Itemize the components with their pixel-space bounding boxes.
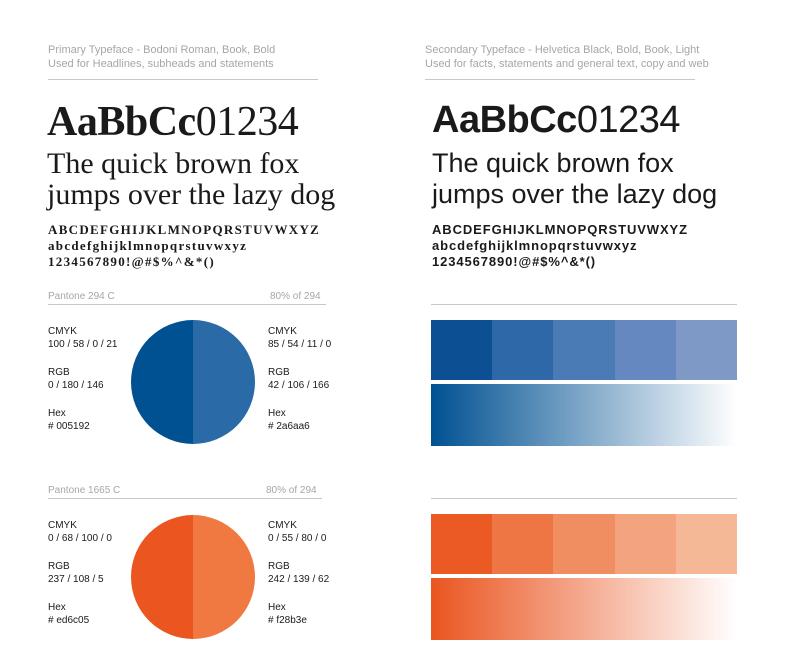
secondary-note-line1: Secondary Typeface - Helvetica Black, Bo…: [425, 44, 700, 56]
secondary-sample-light: 01234: [576, 99, 681, 141]
blue-pantone-label: Pantone 294 C: [48, 291, 115, 302]
orange-tint-hex-label: Hex: [268, 602, 286, 613]
blue-primary-specs: CMYK 100 / 58 / 0 / 21 RGB 0 / 180 / 146…: [48, 325, 118, 448]
primary-typeface-note: Primary Typeface - Bodoni Roman, Book, B…: [48, 43, 275, 71]
secondary-typeface-note: Secondary Typeface - Helvetica Black, Bo…: [425, 43, 709, 71]
secondary-pangram-line1: The quick brown fox: [432, 148, 674, 178]
blue-tint-cmyk: 85 / 54 / 11 / 0: [268, 339, 332, 350]
blue-divider: [48, 304, 326, 305]
tint-swatch-5: [675, 320, 738, 380]
blue-primary-rgb-label: RGB: [48, 367, 70, 378]
primary-uppercase: ABCDEFGHIJKLMNOPQRSTUVWXYZ: [48, 222, 321, 237]
orange-palette-divider: [431, 498, 737, 499]
secondary-pangram-line2: jumps over the lazy dog: [432, 179, 718, 209]
tint-swatch-4: [614, 514, 676, 574]
primary-sample-light: 01234: [195, 99, 299, 145]
orange-gradient-bar: [431, 578, 737, 640]
orange-tint-rgb: 242 / 139 / 62: [268, 574, 330, 585]
secondary-sample-bold: AaBbCc: [432, 99, 577, 141]
orange-primary-specs: CMYK 0 / 68 / 100 / 0 RGB 237 / 108 / 5 …: [48, 519, 112, 642]
tint-swatch-4: [614, 320, 676, 380]
primary-pangram-line1: The quick brown fox: [47, 147, 300, 180]
blue-primary-cmyk: 100 / 58 / 0 / 21: [48, 339, 118, 350]
primary-character-set: ABCDEFGHIJKLMNOPQRSTUVWXYZ abcdefghijklm…: [48, 222, 320, 270]
secondary-note-line2: Used for facts, statements and general t…: [425, 58, 709, 70]
blue-tint-specs: CMYK 85 / 54 / 11 / 0 RGB 42 / 106 / 166…: [268, 325, 331, 448]
tint-swatch-1: [431, 514, 493, 574]
blue-tint-half: [193, 320, 255, 444]
blue-primary-half: [131, 320, 193, 444]
secondary-uppercase: ABCDEFGHIJKLMNOPQRSTUVWXYZ: [432, 222, 688, 237]
tint-swatch-3: [553, 320, 615, 380]
blue-tint-label: 80% of 294: [270, 291, 321, 302]
primary-pangram: The quick brown fox jumps over the lazy …: [47, 148, 335, 210]
primary-note-line1: Primary Typeface - Bodoni Roman, Book, B…: [48, 44, 276, 56]
secondary-pangram: The quick brown fox jumps over the lazy …: [432, 148, 717, 210]
blue-tint-strip: [431, 320, 738, 380]
primary-pangram-line2: jumps over the lazy dog: [47, 178, 336, 211]
orange-primary-hex-label: Hex: [48, 602, 66, 613]
orange-primary-rgb: 237 / 108 / 5: [48, 574, 104, 585]
orange-primary-hex: # ed6c05: [48, 615, 90, 626]
blue-palette-divider: [431, 304, 737, 305]
blue-tint-rgb-label: RGB: [268, 367, 290, 378]
tint-swatch-5: [675, 514, 738, 574]
orange-tint-rgb-label: RGB: [268, 561, 290, 572]
orange-tint-specs: CMYK 0 / 55 / 80 / 0 RGB 242 / 139 / 62 …: [268, 519, 329, 642]
secondary-divider: [425, 79, 695, 80]
blue-tint-hex: # 2a6aa6: [268, 421, 310, 432]
tint-swatch-1: [431, 320, 493, 380]
orange-tint-label: 80% of 294: [266, 485, 317, 496]
primary-note-line2: Used for Headlines, subheads and stateme…: [48, 58, 274, 70]
secondary-lowercase: abcdefghijklmnopqrstuvwxyz: [432, 238, 638, 253]
tint-swatch-3: [553, 514, 615, 574]
blue-color-circle: [131, 320, 255, 444]
orange-tint-half: [193, 515, 255, 639]
primary-lowercase: abcdefghijklmnopqrstuvwxyz: [48, 238, 248, 253]
tint-swatch-2: [492, 320, 554, 380]
orange-primary-cmyk: 0 / 68 / 100 / 0: [48, 533, 112, 544]
blue-tint-rgb: 42 / 106 / 166: [268, 380, 330, 391]
orange-divider: [48, 498, 322, 499]
secondary-character-set: ABCDEFGHIJKLMNOPQRSTUVWXYZ abcdefghijklm…: [432, 222, 688, 270]
primary-sample-heading: AaBbCc01234: [47, 99, 299, 145]
orange-primary-rgb-label: RGB: [48, 561, 70, 572]
orange-primary-cmyk-label: CMYK: [48, 520, 77, 531]
orange-pantone-label: Pantone 1665 C: [48, 485, 121, 496]
tint-swatch-2: [492, 514, 554, 574]
primary-divider: [48, 79, 318, 80]
blue-primary-hex: # 005192: [48, 421, 90, 432]
orange-tint-cmyk-label: CMYK: [268, 520, 297, 531]
blue-gradient-bar: [431, 384, 737, 446]
blue-tint-hex-label: Hex: [268, 408, 286, 419]
orange-primary-half: [131, 515, 193, 639]
orange-color-circle: [131, 515, 255, 639]
blue-primary-hex-label: Hex: [48, 408, 66, 419]
primary-sample-bold: AaBbCc: [47, 99, 196, 145]
orange-tint-hex: # f28b3e: [268, 615, 307, 626]
orange-tint-cmyk: 0 / 55 / 80 / 0: [268, 533, 327, 544]
primary-symbols: 1234567890!@#$%^&*(): [48, 254, 215, 269]
blue-primary-rgb: 0 / 180 / 146: [48, 380, 104, 391]
blue-primary-cmyk-label: CMYK: [48, 326, 77, 337]
orange-tint-strip: [431, 514, 738, 574]
blue-tint-cmyk-label: CMYK: [268, 326, 297, 337]
secondary-sample-heading: AaBbCc01234: [432, 100, 680, 140]
secondary-symbols: 1234567890!@#$%^&*(): [432, 254, 597, 269]
